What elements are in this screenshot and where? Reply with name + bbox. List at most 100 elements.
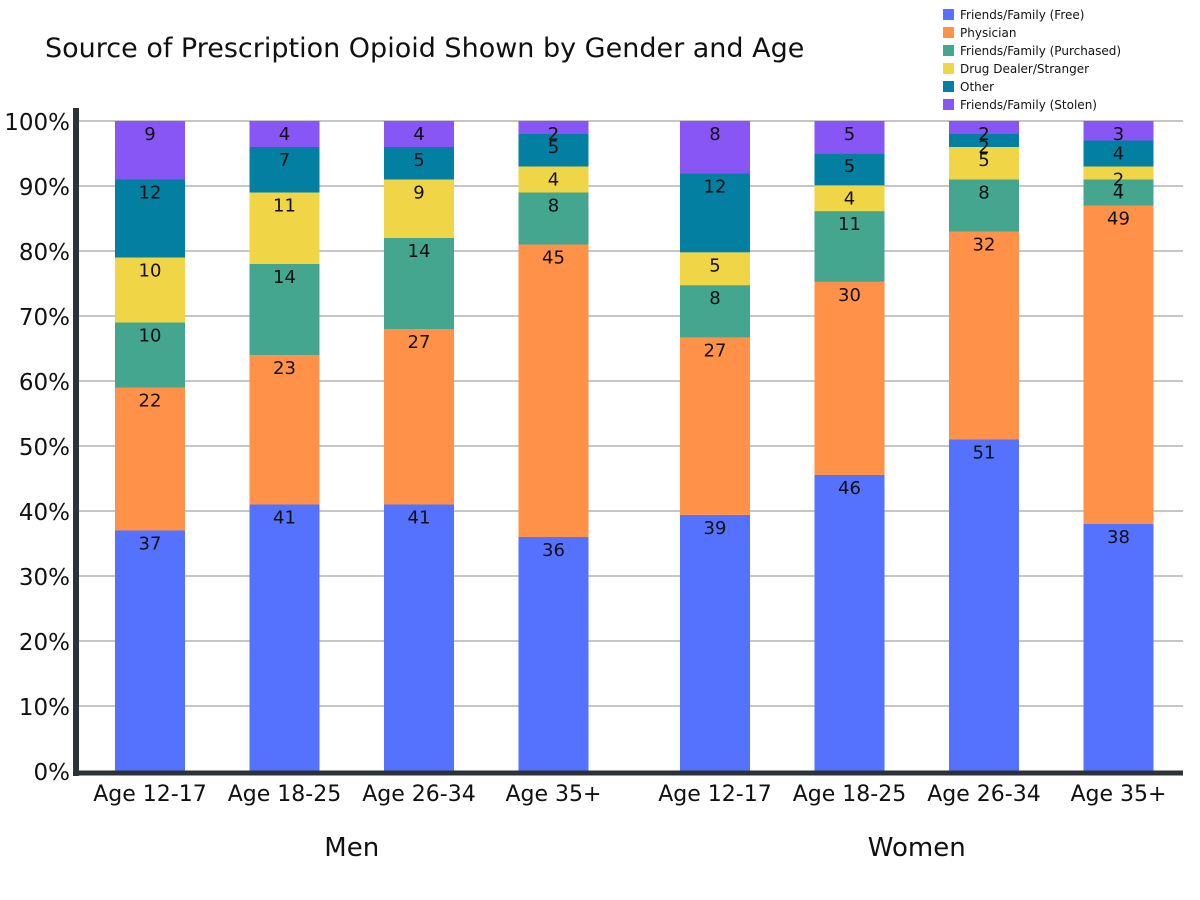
bar-segment — [115, 387, 185, 531]
data-label: 14 — [408, 241, 431, 262]
data-label: 9 — [413, 183, 424, 204]
data-label: 2 — [1113, 170, 1124, 191]
data-label: 8 — [978, 183, 989, 204]
bar-segment — [249, 355, 320, 505]
data-label: 45 — [542, 248, 565, 269]
legend-swatch — [943, 63, 954, 74]
data-label: 4 — [1113, 144, 1124, 165]
data-label: 23 — [273, 358, 296, 379]
data-label: 8 — [548, 196, 559, 217]
bar-segment — [814, 153, 885, 186]
data-label: 5 — [978, 150, 989, 171]
bar-segment — [949, 134, 1019, 147]
legend-label: Friends/Family (Purchased) — [960, 44, 1121, 58]
data-label: 12 — [139, 183, 162, 204]
bar-segment — [1083, 140, 1154, 167]
bar-segment — [949, 439, 1019, 771]
bar-segment — [680, 514, 750, 771]
data-label: 22 — [139, 391, 162, 412]
bars: 3722101012941231411744127149543645845239… — [115, 121, 1154, 771]
y-tick-label: 40% — [19, 500, 70, 526]
bar-segment — [384, 329, 454, 505]
data-label: 5 — [844, 156, 855, 177]
x-tick-label: Age 35+ — [506, 782, 602, 807]
bar-segment — [115, 121, 185, 180]
data-label: 37 — [139, 534, 162, 555]
bar-segment — [680, 285, 750, 338]
bar-segment — [115, 322, 185, 388]
data-label: 9 — [144, 124, 155, 145]
legend-label: Other — [960, 80, 994, 94]
bar-segment — [949, 231, 1019, 440]
data-label: 10 — [139, 326, 162, 347]
x-tick-label: Age 26-34 — [362, 782, 475, 807]
bar-segment — [814, 281, 885, 475]
data-label: 4 — [279, 124, 290, 145]
legend-label: Physician — [960, 26, 1016, 40]
y-tick-label: 70% — [19, 305, 70, 331]
data-label: 7 — [279, 150, 290, 171]
bar-segment — [680, 121, 750, 174]
bar-segment — [115, 257, 185, 323]
legend-label: Friends/Family (Free) — [960, 8, 1084, 22]
data-label: 10 — [139, 261, 162, 282]
legend-swatch — [943, 27, 954, 38]
bar-segment — [814, 121, 885, 154]
legend-label: Drug Dealer/Stranger — [960, 62, 1089, 76]
data-label: 27 — [408, 332, 431, 353]
data-label: 5 — [413, 150, 424, 171]
bar-segment — [814, 474, 885, 771]
axes: 0% 10% 20% 30% 40% 50% 60% 70% 80% 90% 100% Age 12-… — [4, 108, 1183, 863]
y-tick-label: 10% — [19, 695, 70, 721]
bar-segment — [249, 147, 320, 193]
data-label: 2 — [548, 124, 559, 145]
x-tick-label: Age 12-17 — [658, 782, 771, 807]
data-label: 4 — [413, 124, 424, 145]
data-label: 41 — [273, 508, 296, 529]
data-label: 4 — [844, 188, 855, 209]
data-label: 4 — [548, 170, 559, 191]
legend-swatch — [943, 99, 954, 110]
bar-segment — [680, 252, 750, 286]
bar-segment — [1083, 166, 1154, 180]
data-label: 49 — [1107, 209, 1130, 230]
data-label: 5 — [548, 137, 559, 158]
bar-segment — [384, 121, 454, 147]
legend-label: Friends/Family (Stolen) — [960, 98, 1097, 112]
data-label: 41 — [408, 508, 431, 529]
x-tick-label: Age 18-25 — [228, 782, 341, 807]
legend-swatch — [943, 9, 954, 20]
bar-segment — [1083, 524, 1154, 771]
bar-segment — [249, 121, 320, 147]
y-tick-label: 60% — [19, 370, 70, 396]
x-tick-label: Age 12-17 — [93, 782, 206, 807]
bar-segment — [814, 185, 885, 212]
y-tick-label: 20% — [19, 630, 70, 656]
bar-segment — [115, 530, 185, 771]
group-label: Women — [868, 833, 966, 863]
data-label: 2 — [978, 124, 989, 145]
data-label: 14 — [273, 267, 296, 288]
x-tick-label: Age 26-34 — [927, 782, 1040, 807]
y-tick-label: 80% — [19, 240, 70, 266]
chart-title: Source of Prescription Opioid Shown by G… — [45, 33, 804, 64]
x-tick-label: Age 35+ — [1071, 782, 1167, 807]
bar-segment — [1083, 121, 1154, 141]
legend-swatch — [943, 81, 954, 92]
bar-segment — [949, 121, 1019, 134]
data-label: 8 — [709, 124, 720, 145]
data-label: 8 — [709, 288, 720, 309]
y-tick-label: 30% — [19, 565, 70, 591]
data-label: 51 — [973, 443, 996, 464]
y-tick-label: 0% — [34, 760, 71, 786]
data-label: 32 — [973, 235, 996, 256]
data-label: 27 — [704, 341, 727, 362]
bar-segment — [249, 264, 320, 355]
data-label: 30 — [838, 285, 861, 306]
y-tick-label: 100% — [4, 110, 70, 136]
bar-segment — [518, 244, 589, 537]
y-tick-label: 50% — [19, 435, 70, 461]
legend-swatch — [943, 45, 954, 56]
bar-segment — [1083, 205, 1154, 524]
